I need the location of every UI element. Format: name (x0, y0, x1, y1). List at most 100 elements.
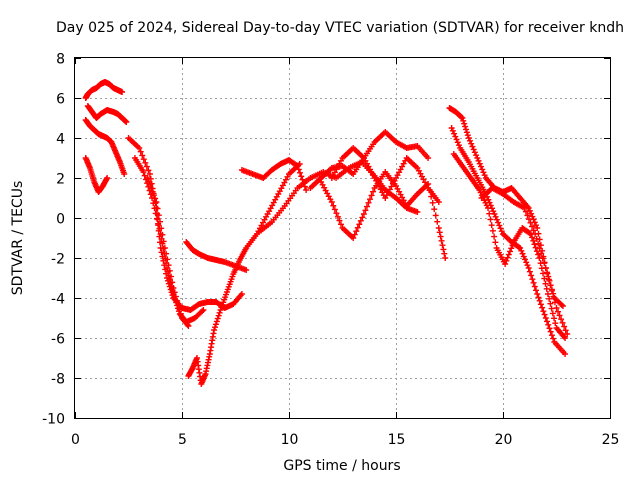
data-point (559, 303, 566, 309)
data-point (470, 146, 477, 153)
data-point (546, 295, 553, 302)
data-point (492, 213, 499, 220)
series-arc-1 (82, 79, 126, 101)
data-point (531, 283, 538, 290)
series-arc-3 (82, 117, 128, 177)
data-point (155, 212, 162, 219)
data-point (553, 305, 560, 311)
data-point (453, 136, 460, 143)
data-point (541, 260, 548, 267)
data-point (524, 262, 531, 269)
y-axis-label: SDTVAR / TECUs (10, 181, 26, 296)
data-point (451, 130, 458, 137)
data-point (497, 225, 504, 232)
data-point (333, 210, 340, 217)
data-point (171, 289, 178, 296)
data-point (438, 237, 445, 244)
data-point (504, 254, 511, 261)
data-point (295, 166, 302, 173)
data-point (455, 142, 462, 149)
series-arc-2 (84, 103, 130, 125)
data-point (505, 251, 512, 258)
data-point (460, 117, 467, 124)
data-point (139, 152, 146, 159)
data-point (172, 293, 179, 300)
series-arc-18 (478, 185, 571, 337)
data-point (243, 267, 250, 273)
data-point (538, 250, 545, 257)
data-point (437, 233, 444, 240)
data-point (479, 166, 486, 173)
data-point (199, 308, 206, 315)
data-point (537, 301, 544, 308)
data-point (544, 291, 551, 297)
y-tick-label: -8 (51, 372, 65, 388)
series-arc-9 (185, 161, 303, 387)
data-point (146, 171, 153, 177)
series-arc-8 (183, 239, 250, 273)
data-point (211, 327, 218, 333)
data-point (532, 244, 539, 251)
data-point (148, 185, 155, 192)
data-point (449, 127, 456, 134)
data-point (435, 199, 442, 205)
data-point (489, 227, 496, 234)
data-point (145, 178, 152, 185)
data-point (536, 297, 543, 304)
data-point (137, 148, 144, 155)
data-point (508, 245, 515, 252)
data-point (509, 242, 516, 249)
data-point (429, 199, 436, 206)
data-point (165, 262, 172, 269)
data-point (535, 240, 542, 247)
data-point (185, 323, 192, 329)
data-point (119, 89, 126, 95)
data-point (533, 287, 540, 294)
data-point (370, 188, 377, 195)
data-point (556, 312, 563, 319)
data-point (293, 162, 300, 169)
data-point (163, 250, 170, 257)
data-point (216, 309, 223, 316)
x-tick-label: 10 (281, 432, 299, 448)
series-arc-16 (448, 125, 569, 357)
data-point (542, 315, 549, 321)
data-point (459, 115, 466, 121)
data-point (462, 123, 469, 130)
data-point (487, 216, 494, 223)
data-point (548, 287, 555, 294)
data-point (542, 265, 549, 271)
data-point (142, 159, 149, 166)
data-point (481, 172, 488, 179)
x-axis-ticks: 0 5 10 15 20 25 (71, 58, 619, 448)
data-point (357, 217, 364, 224)
data-point (545, 321, 552, 328)
data-point (488, 222, 495, 229)
data-point (522, 256, 529, 263)
data-point (463, 129, 470, 136)
data-point (529, 213, 536, 220)
data-point (507, 248, 514, 255)
data-point (534, 225, 541, 231)
data-point (166, 267, 173, 274)
data-point (149, 188, 156, 195)
data-point (529, 276, 536, 283)
series-arc-6 (131, 155, 207, 325)
data-point (184, 321, 191, 328)
data-point (493, 216, 500, 223)
data-point (562, 351, 569, 357)
data-point (136, 145, 143, 151)
data-point (539, 255, 546, 262)
data-point (214, 315, 221, 322)
data-point (549, 310, 556, 317)
data-point (490, 208, 497, 215)
y-tick-label: -6 (51, 332, 65, 348)
y-axis-ticks: -10 -8 -6 -4 -2 0 2 4 6 8 (42, 52, 610, 428)
data-point (480, 169, 487, 176)
data-point (544, 318, 551, 325)
data-point (475, 157, 482, 164)
data-point (368, 192, 375, 199)
data-point (548, 332, 555, 339)
data-point (550, 335, 557, 342)
